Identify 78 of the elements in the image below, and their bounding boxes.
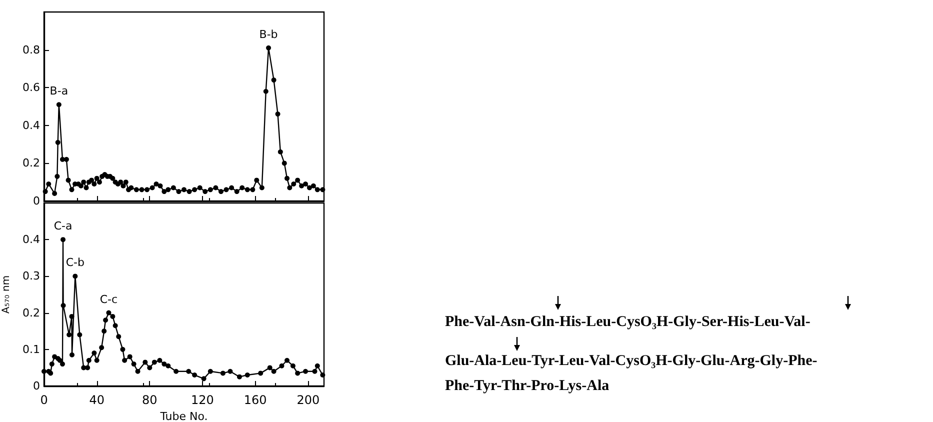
point <box>303 368 308 374</box>
point <box>135 368 140 374</box>
point <box>49 362 54 367</box>
x-tick-label: 160 <box>244 393 267 407</box>
point <box>85 365 90 370</box>
point <box>244 372 250 378</box>
y-axis-title: A₅₇₀ nm <box>1 275 12 314</box>
point <box>208 368 213 374</box>
x-tick-label: 200 <box>296 393 320 407</box>
point <box>60 237 66 242</box>
point <box>258 370 264 376</box>
point <box>290 363 296 368</box>
point <box>142 360 148 365</box>
point <box>267 365 272 370</box>
text: Phe-Val-Asn-Gln-His-Leu-CysO₃H-Gly-Ser-His-Leu-Val- <box>445 314 810 331</box>
y-tick-label: 0.6 <box>22 81 40 94</box>
point <box>69 314 74 319</box>
point <box>220 370 226 376</box>
point <box>312 368 318 374</box>
y-tick-label: 0.3 <box>22 270 40 283</box>
point <box>102 328 107 334</box>
y-tick-label: 0 <box>33 380 40 392</box>
x-tick-label: 120 <box>191 393 214 407</box>
point <box>147 365 152 370</box>
point <box>284 358 290 363</box>
point <box>106 310 112 316</box>
point <box>166 363 171 368</box>
point <box>110 314 116 319</box>
point <box>314 363 320 368</box>
point <box>157 358 162 363</box>
x-axis-title: Tube No. <box>159 410 208 422</box>
point <box>122 358 128 363</box>
point <box>295 370 300 376</box>
point <box>66 332 72 338</box>
point <box>92 350 97 356</box>
point <box>42 368 46 374</box>
y-tick-label: 0.2 <box>22 156 40 170</box>
x-tick-label: 40 <box>89 393 104 407</box>
annotation: B-a <box>50 84 68 98</box>
point <box>120 346 126 352</box>
point <box>162 362 167 367</box>
text: Glu-Ala-Leu-Tyr-Leu-Val-CysO₃H-Gly-Glu-Arg-Gly-Phe- <box>445 353 818 370</box>
point <box>94 358 100 363</box>
text: Phe-Tyr-Thr-Pro-Lys-Ala <box>445 378 610 395</box>
y-tick-label: 0.4 <box>22 233 40 246</box>
point <box>60 302 66 308</box>
point <box>320 372 326 378</box>
point <box>279 363 284 368</box>
annotation: C-a <box>54 220 72 233</box>
annotation: C-c <box>100 292 118 306</box>
point <box>201 376 206 382</box>
point <box>174 368 179 374</box>
y-tick-label: 0.4 <box>22 118 40 132</box>
point <box>99 345 104 350</box>
point <box>86 358 92 363</box>
point <box>127 354 132 360</box>
point <box>60 362 65 367</box>
point <box>192 372 198 378</box>
x-tick-label: 80 <box>142 393 158 407</box>
annotation: C-b <box>66 256 84 270</box>
point <box>131 362 136 367</box>
point <box>228 368 233 374</box>
y-tick-label: 0.1 <box>22 342 40 356</box>
y-tick-label: 0 <box>33 194 40 208</box>
point <box>112 323 118 328</box>
point <box>152 360 157 365</box>
point <box>103 318 108 323</box>
point <box>70 352 74 358</box>
point <box>116 334 122 340</box>
point <box>81 365 86 370</box>
point <box>271 368 276 374</box>
y-tick-label: 0.2 <box>22 306 40 320</box>
point <box>77 332 82 338</box>
y-tick-label: 0.8 <box>22 43 40 56</box>
annotation: B-b <box>259 28 278 41</box>
point <box>236 374 242 380</box>
point <box>72 274 78 279</box>
point <box>186 368 192 374</box>
